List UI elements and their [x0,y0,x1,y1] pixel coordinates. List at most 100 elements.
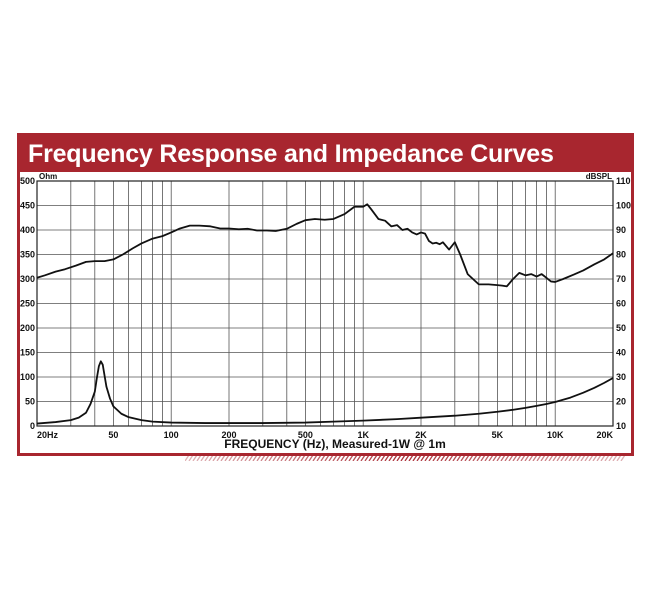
footer-hatch [464,455,470,461]
footer-hatch [572,455,578,461]
footer-hatch [296,455,302,461]
footer-hatch [252,455,258,461]
footer-hatch [228,455,234,461]
footer-hatch [348,455,354,461]
footer-stripe [185,455,626,461]
footer-hatch [520,455,526,461]
left-tick-label: 350 [20,250,35,260]
right-tick-label: 80 [616,250,626,260]
x-tick-label: 20K [596,430,613,440]
footer-hatch [608,455,614,461]
footer-hatch [456,455,462,461]
footer-hatch [568,455,574,461]
right-axis-unit: dBSPL [586,172,612,181]
left-tick-label: 150 [20,348,35,358]
footer-hatch [224,455,230,461]
footer-hatch [188,455,194,461]
footer-hatch [332,455,338,461]
footer-hatch [612,455,618,461]
footer-hatch [412,455,418,461]
footer-hatch [524,455,530,461]
title-banner: Frequency Response and Impedance Curves [20,136,631,172]
footer-hatch [448,455,454,461]
plot-border [36,180,614,427]
footer-hatch [328,455,334,461]
left-tick-label: 50 [25,397,35,407]
left-tick-label: 450 [20,201,35,211]
right-tick-label: 50 [616,323,626,333]
footer-hatch [484,455,490,461]
footer-hatch [400,455,406,461]
right-tick-label: 40 [616,348,626,358]
left-tick-label: 500 [20,176,35,186]
footer-hatch [308,455,314,461]
footer-hatch [560,455,566,461]
footer-hatch [204,455,210,461]
footer-hatch [300,455,306,461]
footer-hatch [408,455,414,461]
footer-hatch [472,455,478,461]
footer-hatch [256,455,262,461]
footer-hatch [304,455,310,461]
footer-hatch [244,455,250,461]
footer-hatch [272,455,278,461]
left-tick-label: 300 [20,274,35,284]
x-tick-label: 5K [492,430,504,440]
footer-hatch [512,455,518,461]
x-tick-label: 20Hz [37,430,59,440]
footer-hatch [248,455,254,461]
footer-hatch [540,455,546,461]
footer-hatch [284,455,290,461]
footer-hatch [556,455,562,461]
footer-hatch [620,455,626,461]
footer-hatch [196,455,202,461]
footer-hatch [404,455,410,461]
footer-hatch [436,455,442,461]
right-tick-label: 60 [616,299,626,309]
grid-lines [36,180,614,427]
x-tick-label: 200 [221,430,236,440]
footer-hatch [316,455,322,461]
left-tick-label: 0 [30,421,35,431]
footer-hatch [552,455,558,461]
footer-hatch [340,455,346,461]
footer-hatch [320,455,326,461]
footer-hatch [240,455,246,461]
footer-hatch [185,455,190,461]
impedance-curve [36,360,614,425]
footer-hatch [384,455,390,461]
axis-labels: Ohm dBSPL FREQUENCY (Hz), Measured-1W @ … [20,172,631,451]
footer-hatch [356,455,362,461]
footer-hatch [376,455,382,461]
x-axis-title: FREQUENCY (Hz), Measured-1W @ 1m [224,437,446,451]
right-tick-label: 10 [616,421,626,431]
footer-hatch [260,455,266,461]
right-tick-label: 30 [616,372,626,382]
footer-hatch [500,455,506,461]
footer-hatch [604,455,610,461]
footer-hatch [344,455,350,461]
footer-hatch [576,455,582,461]
left-tick-label: 200 [20,323,35,333]
footer-hatch [592,455,598,461]
footer-hatch [616,455,622,461]
footer-hatch [536,455,542,461]
x-tick-label: 1K [357,430,369,440]
footer-hatch [424,455,430,461]
footer-hatch [292,455,298,461]
footer-hatch [276,455,282,461]
footer-hatch [336,455,342,461]
footer-hatch [432,455,438,461]
x-tick-label: 10K [547,430,564,440]
footer-hatch [368,455,374,461]
footer-hatch [372,455,378,461]
footer-hatch [352,455,358,461]
footer-hatch [420,455,426,461]
footer-hatch [220,455,226,461]
footer-hatch [396,455,402,461]
footer-hatch [428,455,434,461]
footer-hatch [492,455,498,461]
x-tick-label: 100 [164,430,179,440]
footer-hatch [516,455,522,461]
footer-hatch [532,455,538,461]
